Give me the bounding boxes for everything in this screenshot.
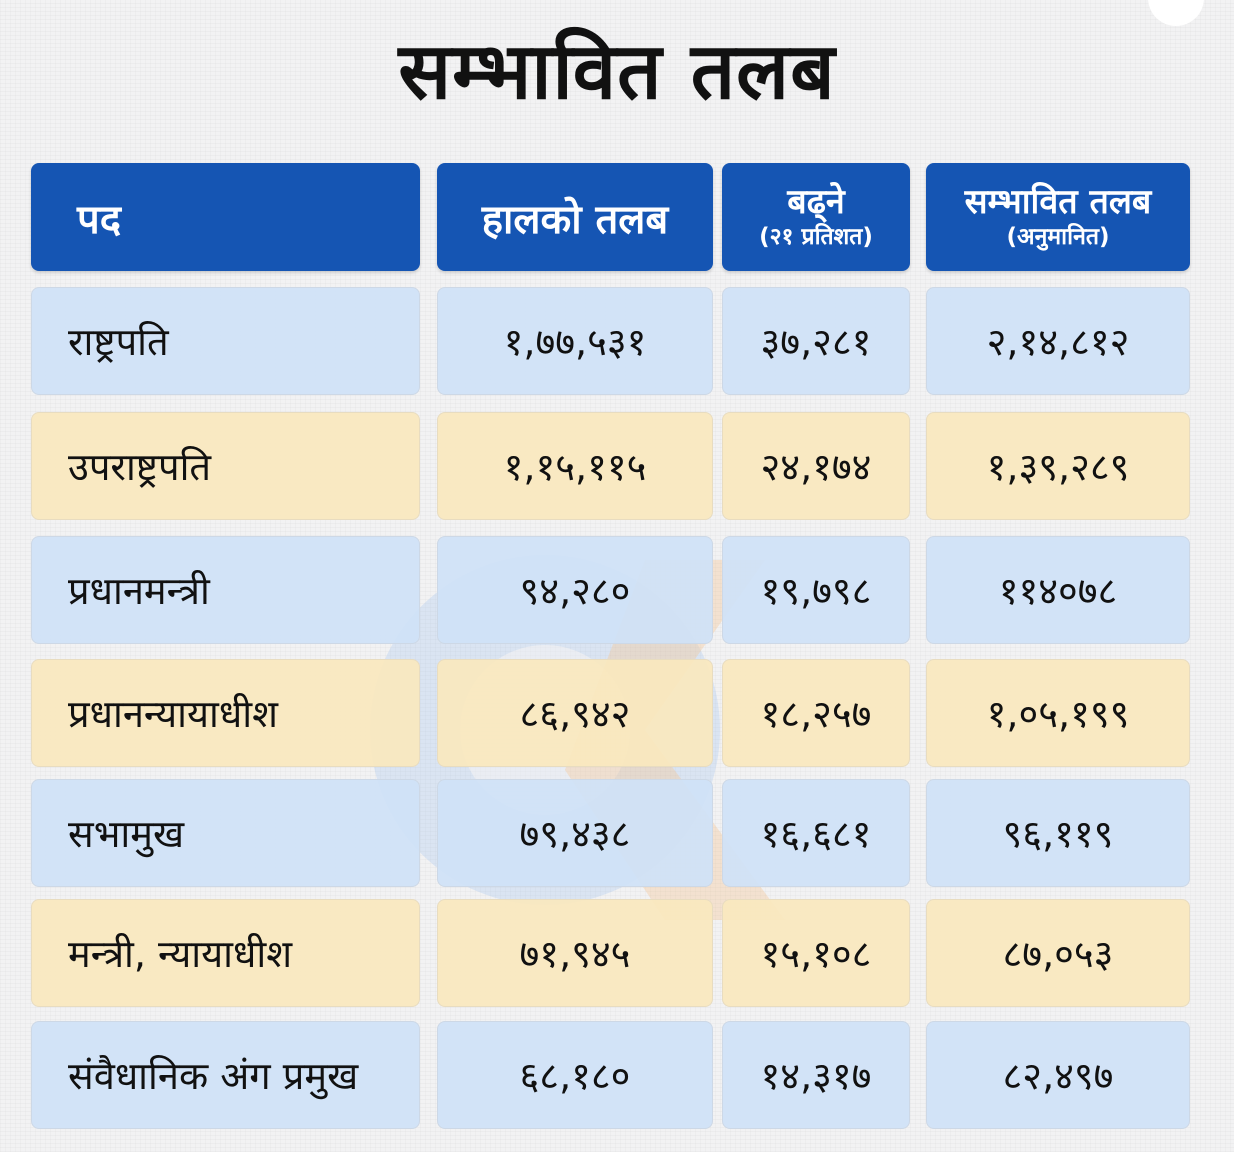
table-row-expected: १,३९,२८९ [926, 412, 1190, 520]
header-expected-salary: सम्भावित तलब (अनुमानित) [926, 163, 1190, 271]
table-row-increase: १५,१०८ [722, 899, 910, 1007]
table-row-increase: १९,७९८ [722, 536, 910, 644]
table-row-expected: ९६,११९ [926, 779, 1190, 887]
table-row-increase: १४,३१७ [722, 1021, 910, 1129]
table-row-increase: ३७,२८१ [722, 287, 910, 395]
table-row-current: ६८,१८० [437, 1021, 713, 1129]
table-row-expected: २,१४,८१२ [926, 287, 1190, 395]
page-title: सम्भावित तलब [398, 27, 836, 117]
table-row-current: ९४,२८० [437, 536, 713, 644]
header-current-salary: हालको तलब [437, 163, 713, 271]
header-position-label: पद [77, 196, 121, 243]
table-row-position: राष्ट्रपति [31, 287, 420, 395]
header-current-label: हालको तलब [481, 196, 669, 243]
table-row-position: मन्त्री, न्यायाधीश [31, 899, 420, 1007]
table-row-position: सभामुख [31, 779, 420, 887]
table-row-current: ८६,९४२ [437, 659, 713, 767]
table-row-position: प्रधानमन्त्री [31, 536, 420, 644]
table-row-current: ७९,४३८ [437, 779, 713, 887]
table-row-expected: ८७,०५३ [926, 899, 1190, 1007]
header-expected-note: (अनुमानित) [1006, 224, 1110, 251]
header-increase-note: (२१ प्रतिशत) [759, 224, 873, 251]
table-row-increase: १८,२५७ [722, 659, 910, 767]
header-expected-label: सम्भावित तलब [964, 182, 1152, 223]
table-row-expected: ८२,४९७ [926, 1021, 1190, 1129]
table-row-current: ७१,९४५ [437, 899, 713, 1007]
table-row-position: संवैधानिक अंग प्रमुख [31, 1021, 420, 1129]
table-row-current: १,१५,११५ [437, 412, 713, 520]
table-row-position: उपराष्ट्रपति [31, 412, 420, 520]
table-row-current: १,७७,५३१ [437, 287, 713, 395]
table-row-expected: १,०५,१९९ [926, 659, 1190, 767]
table-row-increase: २४,१७४ [722, 412, 910, 520]
table-row-position: प्रधानन्यायाधीश [31, 659, 420, 767]
header-position: पद [31, 163, 420, 271]
table-row-expected: ११४०७८ [926, 536, 1190, 644]
table-row-increase: १६,६८१ [722, 779, 910, 887]
header-increase: बढ्ने (२१ प्रतिशत) [722, 163, 910, 271]
header-increase-label: बढ्ने [787, 182, 845, 223]
